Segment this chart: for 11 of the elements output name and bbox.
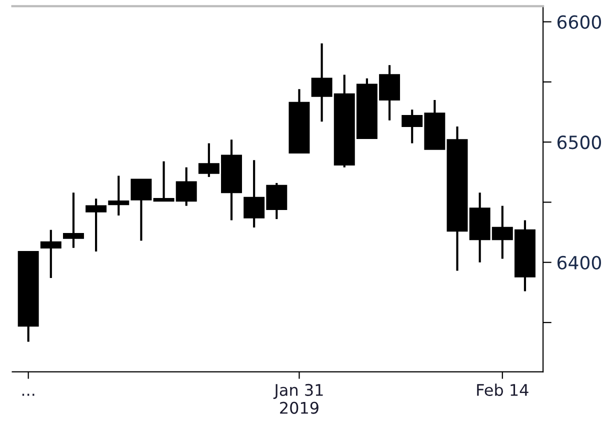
candlestick <box>40 228 62 280</box>
x-tick-label: Jan 31 2019 <box>273 384 323 414</box>
x-tick-label: ... <box>22 394 34 396</box>
x-tick-label: Feb 14 <box>477 384 528 396</box>
candlestick <box>86 198 107 253</box>
y-tick-label: 6400 <box>558 256 601 270</box>
y-tick-label: 6500 <box>558 136 601 150</box>
candlestick <box>130 178 152 242</box>
candlestick <box>62 192 84 249</box>
y-tick-label: 6600 <box>558 15 601 29</box>
candlestick <box>108 174 130 216</box>
